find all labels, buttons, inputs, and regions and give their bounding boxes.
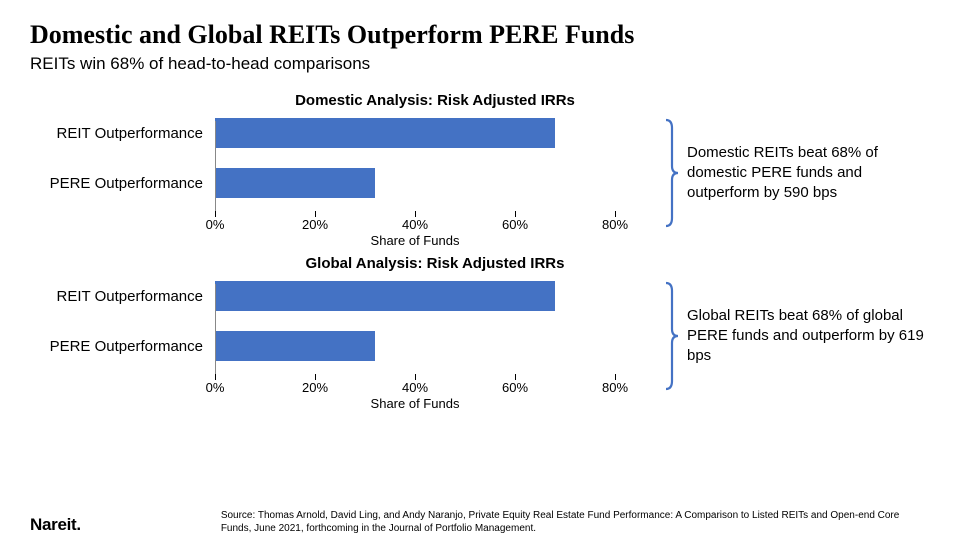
x-axis: 0% 20% 40% 60% 80% Share of Funds	[35, 374, 655, 410]
bar	[215, 281, 555, 311]
tick-label: 80%	[602, 380, 628, 395]
source-text: Source: Thomas Arnold, David Ling, and A…	[221, 510, 921, 535]
page-title: Domestic and Global REITs Outperform PER…	[30, 20, 950, 50]
tick-label: 0%	[206, 380, 225, 395]
chart-title: Domestic Analysis: Risk Adjusted IRRs	[35, 92, 655, 109]
plot-area	[215, 165, 615, 201]
bracket-icon	[665, 281, 679, 391]
plot-area	[215, 328, 615, 364]
bar-row-reit: REIT Outperformance	[35, 115, 655, 151]
bar	[215, 331, 375, 361]
tick-label: 20%	[302, 217, 328, 232]
annotation-text: Domestic REITs beat 68% of domestic PERE…	[687, 143, 937, 204]
tick-label: 60%	[502, 217, 528, 232]
logo: Nareit.	[30, 515, 81, 535]
axis-title: Share of Funds	[371, 396, 460, 411]
bar-label: PERE Outperformance	[35, 175, 215, 192]
annotation-text: Global REITs beat 68% of global PERE fun…	[687, 306, 937, 367]
tick-label: 80%	[602, 217, 628, 232]
bar-row-pere: PERE Outperformance	[35, 165, 655, 201]
y-baseline	[215, 284, 216, 380]
page: Domestic and Global REITs Outperform PER…	[0, 0, 980, 428]
bar	[215, 118, 555, 148]
chart-area: Global Analysis: Risk Adjusted IRRs REIT…	[35, 255, 655, 410]
page-subtitle: REITs win 68% of head-to-head comparison…	[30, 54, 950, 74]
tick-label: 40%	[402, 380, 428, 395]
chart-global: Global Analysis: Risk Adjusted IRRs REIT…	[30, 255, 950, 410]
plot-area	[215, 278, 615, 314]
tick-label: 0%	[206, 217, 225, 232]
tick-label: 40%	[402, 217, 428, 232]
chart-area: Domestic Analysis: Risk Adjusted IRRs RE…	[35, 92, 655, 247]
bar	[215, 168, 375, 198]
x-axis: 0% 20% 40% 60% 80% Share of Funds	[35, 211, 655, 247]
tick-label: 60%	[502, 380, 528, 395]
bracket-icon	[665, 118, 679, 228]
tick-label: 20%	[302, 380, 328, 395]
plot-area	[215, 115, 615, 151]
chart-title: Global Analysis: Risk Adjusted IRRs	[35, 255, 655, 272]
bar-label: REIT Outperformance	[35, 288, 215, 305]
axis-title: Share of Funds	[371, 233, 460, 248]
footer: Nareit. Source: Thomas Arnold, David Lin…	[30, 510, 950, 535]
annotation: Domestic REITs beat 68% of domestic PERE…	[665, 118, 937, 228]
annotation: Global REITs beat 68% of global PERE fun…	[665, 281, 937, 391]
chart-domestic: Domestic Analysis: Risk Adjusted IRRs RE…	[30, 92, 950, 247]
bar-label: PERE Outperformance	[35, 338, 215, 355]
bar-label: REIT Outperformance	[35, 125, 215, 142]
y-baseline	[215, 121, 216, 217]
bar-row-pere: PERE Outperformance	[35, 328, 655, 364]
axis-plot: 0% 20% 40% 60% 80% Share of Funds	[215, 211, 615, 247]
axis-plot: 0% 20% 40% 60% 80% Share of Funds	[215, 374, 615, 410]
bar-row-reit: REIT Outperformance	[35, 278, 655, 314]
